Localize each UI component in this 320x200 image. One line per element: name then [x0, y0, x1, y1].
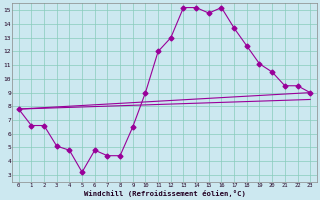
X-axis label: Windchill (Refroidissement éolien,°C): Windchill (Refroidissement éolien,°C) — [84, 190, 245, 197]
